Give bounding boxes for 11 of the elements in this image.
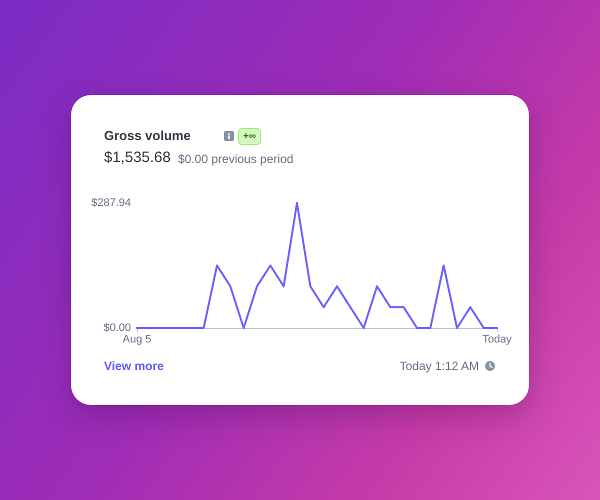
text: +∞ — [238, 128, 261, 145]
text: View more — [104, 359, 164, 373]
y-tick-label: $287.94 — [91, 197, 131, 209]
chart-title: Gross volume — [104, 128, 191, 143]
text: $0.00 previous period — [178, 152, 294, 166]
y-tick-label: $0.00 — [103, 322, 131, 334]
text: Today 1:12 AM — [400, 359, 479, 373]
line-series — [136, 202, 498, 329]
x-tick-label: Aug 5 — [122, 334, 152, 346]
chart-subtitle: $1,535.68 — [104, 149, 171, 166]
x-tick-label: Today — [482, 334, 512, 346]
